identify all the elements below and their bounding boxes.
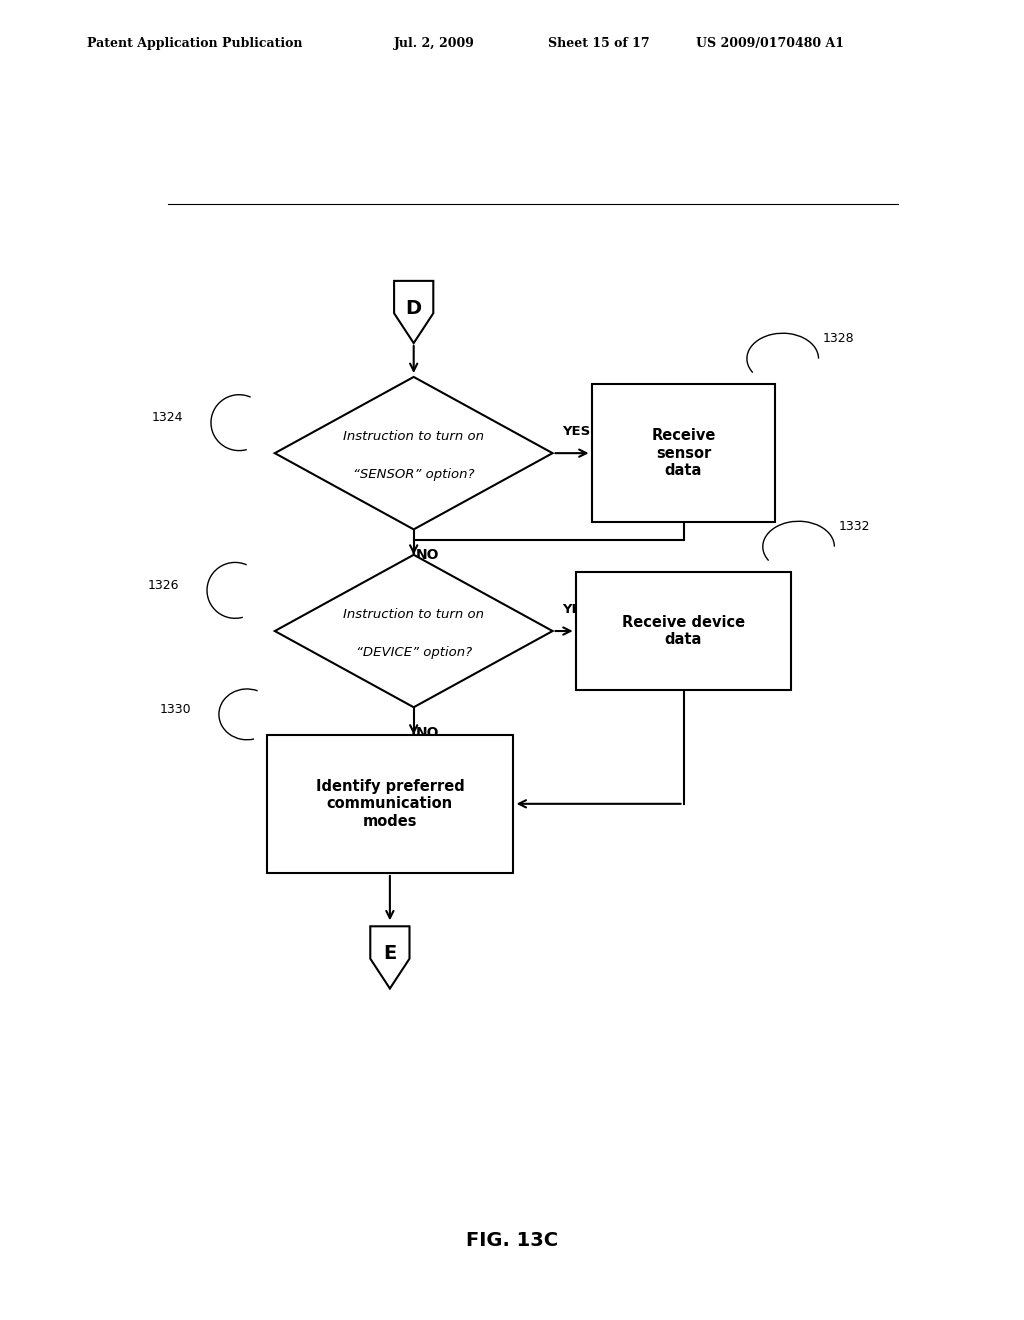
Bar xyxy=(592,384,775,523)
Text: NO: NO xyxy=(416,548,439,562)
Text: 1330: 1330 xyxy=(160,702,191,715)
Text: Instruction to turn on: Instruction to turn on xyxy=(343,607,484,620)
Text: 1328: 1328 xyxy=(822,331,854,345)
Text: 1324: 1324 xyxy=(152,411,183,424)
Text: Sheet 15 of 17: Sheet 15 of 17 xyxy=(548,37,649,50)
Polygon shape xyxy=(274,378,553,529)
Text: E: E xyxy=(383,944,396,964)
Text: 1332: 1332 xyxy=(839,520,869,533)
Polygon shape xyxy=(274,554,553,708)
Polygon shape xyxy=(371,927,410,989)
Text: Jul. 2, 2009: Jul. 2, 2009 xyxy=(394,37,475,50)
Text: “SENSOR” option?: “SENSOR” option? xyxy=(353,469,474,480)
Text: YES: YES xyxy=(562,425,591,438)
Text: D: D xyxy=(406,298,422,318)
Text: Receive device
data: Receive device data xyxy=(622,615,745,647)
Text: Patent Application Publication: Patent Application Publication xyxy=(87,37,302,50)
Text: FIG. 13C: FIG. 13C xyxy=(466,1232,558,1250)
Text: Instruction to turn on: Instruction to turn on xyxy=(343,430,484,444)
Text: YES: YES xyxy=(562,603,591,615)
Bar xyxy=(577,572,791,690)
Text: 1326: 1326 xyxy=(148,578,179,591)
Polygon shape xyxy=(394,281,433,343)
Text: NO: NO xyxy=(416,726,439,739)
Text: Identify preferred
communication
modes: Identify preferred communication modes xyxy=(315,779,464,829)
Bar xyxy=(267,735,513,873)
Text: “DEVICE” option?: “DEVICE” option? xyxy=(355,645,472,659)
Text: Receive
sensor
data: Receive sensor data xyxy=(651,428,716,478)
Text: US 2009/0170480 A1: US 2009/0170480 A1 xyxy=(696,37,845,50)
